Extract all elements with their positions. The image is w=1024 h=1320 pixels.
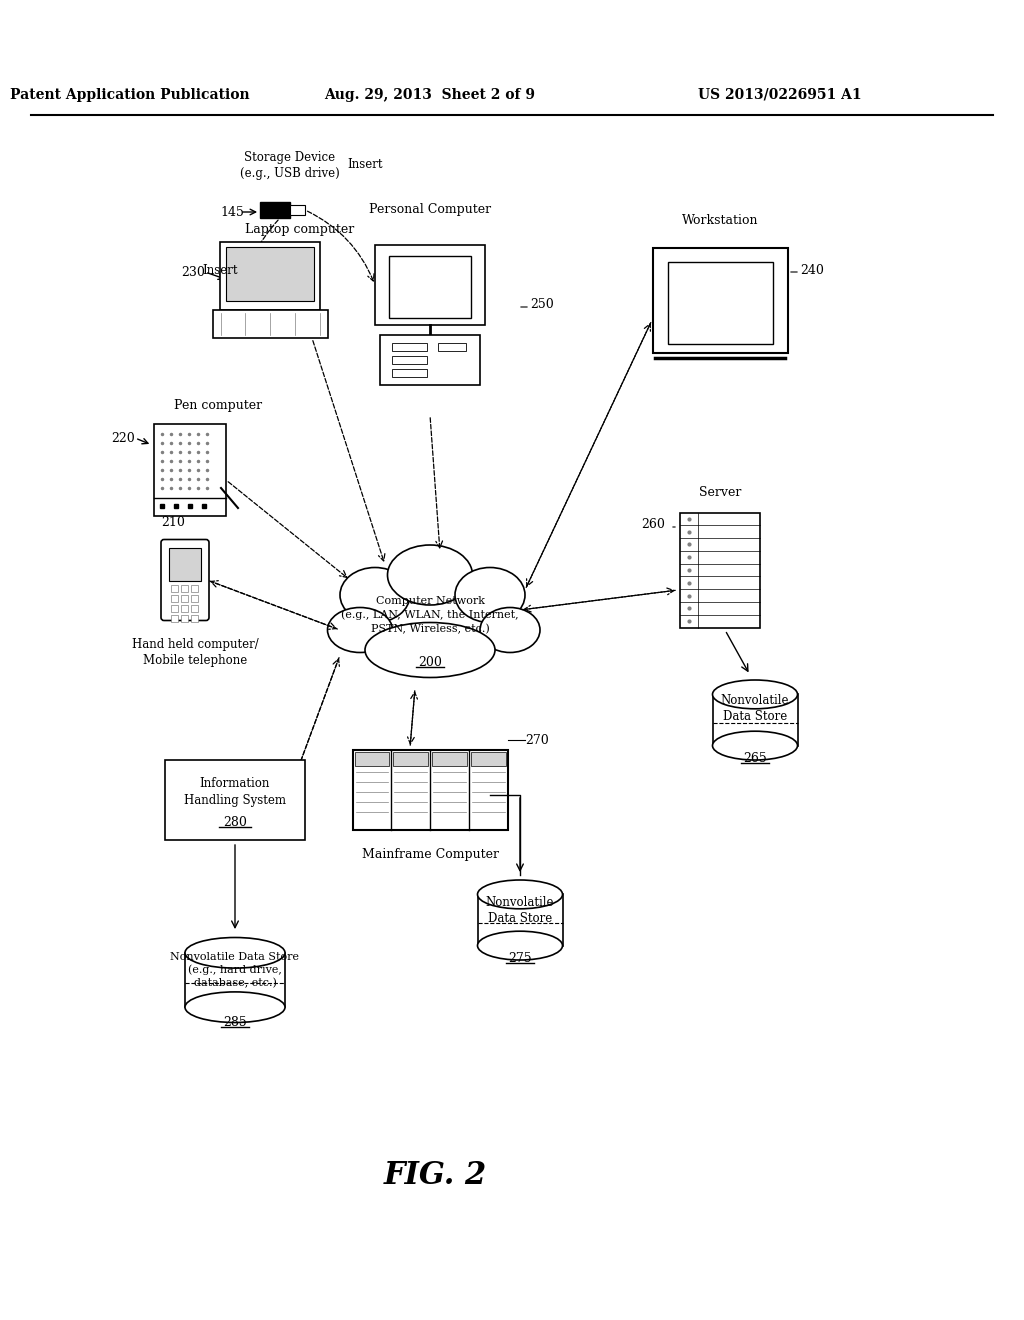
- FancyBboxPatch shape: [191, 595, 198, 602]
- FancyBboxPatch shape: [389, 256, 471, 318]
- FancyBboxPatch shape: [191, 585, 198, 591]
- Text: Laptop computer: Laptop computer: [246, 223, 354, 236]
- Ellipse shape: [477, 931, 562, 960]
- FancyBboxPatch shape: [652, 248, 787, 352]
- FancyBboxPatch shape: [181, 605, 188, 612]
- Ellipse shape: [713, 731, 798, 760]
- Text: 275: 275: [508, 952, 531, 965]
- Text: Nonvolatile
Data Store: Nonvolatile Data Store: [485, 895, 554, 924]
- Text: Personal Computer: Personal Computer: [369, 203, 492, 216]
- Ellipse shape: [365, 623, 495, 677]
- Ellipse shape: [185, 991, 285, 1023]
- FancyBboxPatch shape: [680, 512, 760, 627]
- FancyBboxPatch shape: [354, 752, 389, 766]
- FancyBboxPatch shape: [438, 343, 466, 351]
- Text: 220: 220: [112, 432, 135, 445]
- Ellipse shape: [455, 568, 525, 623]
- FancyBboxPatch shape: [181, 615, 188, 622]
- Text: 200: 200: [418, 656, 442, 668]
- FancyBboxPatch shape: [260, 202, 290, 218]
- Ellipse shape: [477, 880, 562, 908]
- Ellipse shape: [713, 680, 798, 709]
- Ellipse shape: [185, 937, 285, 968]
- Text: 250: 250: [530, 298, 554, 312]
- Text: Aug. 29, 2013  Sheet 2 of 9: Aug. 29, 2013 Sheet 2 of 9: [325, 88, 536, 102]
- Text: Computer Network
(e.g., LAN, WLAN, the Internet,
PSTN, Wireless, etc.): Computer Network (e.g., LAN, WLAN, the I…: [341, 597, 519, 634]
- Text: 210: 210: [161, 516, 185, 528]
- FancyBboxPatch shape: [393, 752, 428, 766]
- Text: Nonvolatile
Data Store: Nonvolatile Data Store: [721, 693, 790, 722]
- Text: Server: Server: [698, 486, 741, 499]
- Ellipse shape: [328, 607, 392, 652]
- Text: Storage Device
(e.g., USB drive): Storage Device (e.g., USB drive): [240, 150, 340, 180]
- Text: Insert: Insert: [203, 264, 238, 276]
- Text: 240: 240: [800, 264, 824, 276]
- FancyBboxPatch shape: [226, 247, 314, 301]
- Text: Workstation: Workstation: [682, 214, 758, 227]
- FancyBboxPatch shape: [713, 694, 798, 746]
- Text: 270: 270: [525, 734, 549, 747]
- FancyBboxPatch shape: [171, 615, 178, 622]
- Text: 145: 145: [220, 206, 244, 219]
- Text: 260: 260: [641, 519, 665, 532]
- Ellipse shape: [340, 568, 410, 623]
- FancyBboxPatch shape: [392, 356, 427, 364]
- FancyBboxPatch shape: [171, 605, 178, 612]
- Text: Insert: Insert: [347, 158, 383, 172]
- FancyBboxPatch shape: [668, 261, 772, 345]
- FancyBboxPatch shape: [432, 752, 467, 766]
- Text: 230: 230: [181, 265, 205, 279]
- Text: Information
Handling System: Information Handling System: [184, 777, 286, 807]
- FancyBboxPatch shape: [161, 540, 209, 620]
- FancyBboxPatch shape: [181, 585, 188, 591]
- Text: 285: 285: [223, 1015, 247, 1028]
- Text: Hand held computer/
Mobile telephone: Hand held computer/ Mobile telephone: [132, 638, 258, 667]
- FancyBboxPatch shape: [185, 953, 285, 1007]
- FancyBboxPatch shape: [380, 335, 480, 385]
- Text: 280: 280: [223, 816, 247, 829]
- FancyBboxPatch shape: [392, 343, 427, 351]
- Text: Patent Application Publication: Patent Application Publication: [10, 88, 250, 102]
- Text: Nonvolatile Data Store
(e.g., hard drive,
database, etc.): Nonvolatile Data Store (e.g., hard drive…: [171, 952, 299, 987]
- Text: Pen computer: Pen computer: [174, 399, 262, 412]
- Text: FIG. 2: FIG. 2: [383, 1159, 486, 1191]
- FancyBboxPatch shape: [352, 750, 508, 830]
- Ellipse shape: [387, 545, 472, 605]
- FancyBboxPatch shape: [471, 752, 506, 766]
- Text: Mainframe Computer: Mainframe Computer: [361, 847, 499, 861]
- FancyBboxPatch shape: [171, 585, 178, 591]
- FancyBboxPatch shape: [375, 246, 485, 325]
- FancyBboxPatch shape: [165, 760, 305, 840]
- FancyBboxPatch shape: [154, 424, 226, 516]
- FancyBboxPatch shape: [477, 895, 562, 945]
- FancyBboxPatch shape: [181, 595, 188, 602]
- FancyBboxPatch shape: [220, 242, 319, 310]
- Text: 265: 265: [743, 751, 767, 764]
- FancyBboxPatch shape: [191, 615, 198, 622]
- Text: US 2013/0226951 A1: US 2013/0226951 A1: [698, 88, 862, 102]
- FancyBboxPatch shape: [392, 370, 427, 378]
- FancyBboxPatch shape: [290, 205, 305, 215]
- FancyBboxPatch shape: [171, 595, 178, 602]
- FancyBboxPatch shape: [169, 548, 201, 581]
- FancyBboxPatch shape: [213, 310, 328, 338]
- Ellipse shape: [480, 607, 540, 652]
- FancyBboxPatch shape: [191, 605, 198, 612]
